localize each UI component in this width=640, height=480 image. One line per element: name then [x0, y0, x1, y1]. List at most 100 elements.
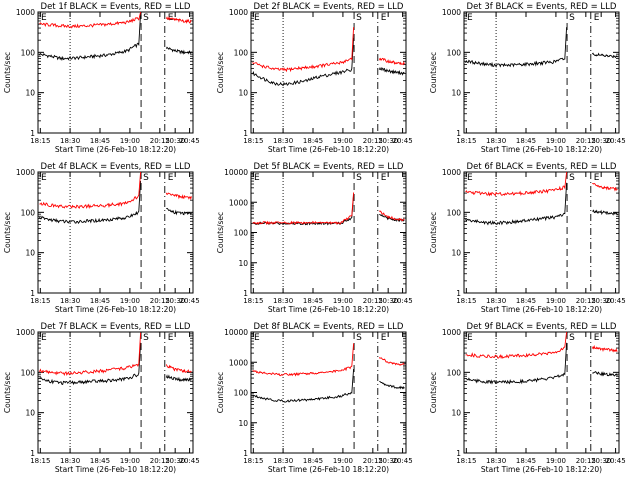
marker-label-s: S: [569, 13, 575, 23]
y-tick-label: 10: [25, 89, 35, 98]
series-line-post: [166, 207, 192, 216]
chart-title: Det 7f BLACK = Events, RED = LLD: [41, 322, 191, 332]
y-tick-label: 100: [234, 48, 249, 57]
x-tick-label: 18:15: [243, 137, 263, 145]
x-tick-label: 18:15: [243, 457, 263, 465]
x-tick-label: 18:45: [516, 137, 536, 145]
chart-panel-3: Det 3f BLACK = Events, RED = LLD 1 10 100 10…: [429, 2, 626, 154]
marker-label-s: S: [143, 13, 149, 23]
y-axis-label: Counts/sec: [429, 372, 438, 413]
y-tick-label: 100: [447, 368, 462, 377]
x-tick-label: 20:15: [363, 297, 383, 305]
chart-panel-5: Det 5f BLACK = Events, RED = LLD 1 10 100 10…: [216, 162, 413, 314]
x-tick-label: 20:45: [605, 297, 625, 305]
marker-label-s: S: [356, 173, 362, 183]
x-tick-label: 18:30: [60, 457, 80, 465]
y-axis-label: Counts/sec: [429, 52, 438, 93]
series-line-post: [592, 209, 618, 216]
marker-label-e: E: [168, 13, 174, 23]
series-line-pre: [252, 192, 355, 226]
x-tick-label: 20:45: [392, 457, 412, 465]
x-tick-label: 18:15: [456, 457, 476, 465]
chart-title: Det 3f BLACK = Events, RED = LLD: [467, 2, 617, 12]
y-axis-label: Counts/sec: [216, 372, 225, 413]
y-tick-label: 1: [456, 289, 461, 298]
plot-frame: [463, 171, 620, 294]
plot-frame: [250, 171, 407, 294]
y-tick-label: 1000: [16, 168, 35, 177]
marker-label-e: E: [467, 13, 473, 23]
x-tick-label: 20:30: [378, 137, 398, 145]
marker-label-e: E: [41, 173, 47, 183]
x-tick-label: 18:45: [303, 457, 323, 465]
x-tick-label: 20:15: [150, 137, 170, 145]
marker-label-e: E: [254, 333, 260, 343]
marker-label-e: E: [254, 13, 260, 23]
x-tick-label: 20:15: [576, 137, 596, 145]
plot-frame: [37, 11, 194, 134]
y-tick-label: 1: [30, 289, 35, 298]
y-tick-label: 1: [243, 129, 248, 138]
x-tick-label: 18:45: [90, 137, 110, 145]
series-line-pre: [252, 37, 355, 87]
y-tick-label: 100: [234, 389, 249, 398]
series-line-pre: [39, 171, 142, 210]
y-tick-label: 1: [456, 129, 461, 138]
series-line-post: [591, 344, 618, 353]
x-tick-label: 20:30: [378, 297, 398, 305]
y-tick-label: 100: [21, 48, 36, 57]
chart-panel-8: Det 8f BLACK = Events, RED = LLD 1 10 100 10…: [216, 322, 413, 474]
series-line-post: [165, 364, 192, 373]
chart-panel-1: Det 1f BLACK = Events, RED = LLD 1 10 100 10…: [3, 2, 200, 154]
marker-label-s: S: [356, 13, 362, 23]
y-tick-label: 1000: [442, 328, 461, 337]
x-tick-label: 18:30: [486, 297, 506, 305]
chart-title: Det 5f BLACK = Events, RED = LLD: [254, 162, 404, 172]
y-tick-label: 1000: [229, 358, 248, 367]
series-line-pre: [39, 11, 142, 29]
x-tick-label: 20:15: [576, 457, 596, 465]
marker-label-s: S: [143, 333, 149, 343]
marker-label-e: E: [594, 13, 600, 23]
x-tick-label: 18:45: [516, 297, 536, 305]
series-line-pre: [252, 368, 355, 403]
series-line-post: [165, 374, 192, 383]
y-tick-label: 10: [451, 89, 461, 98]
x-tick-label: 20:30: [165, 137, 185, 145]
x-tick-label: 20:45: [605, 457, 625, 465]
marker-label-e: E: [41, 13, 47, 23]
x-axis-label: Start Time (26-Feb-10 18:12:20): [268, 465, 389, 474]
y-axis-label: Counts/sec: [216, 52, 225, 93]
y-tick-label: 100: [21, 208, 36, 217]
marker-label-s: S: [569, 333, 575, 343]
plot-frame: [463, 11, 620, 134]
x-tick-label: 18:15: [456, 297, 476, 305]
x-axis-label: Start Time (26-Feb-10 18:12:20): [55, 145, 176, 154]
series-line-pre: [39, 12, 142, 61]
series-line-post: [165, 46, 192, 55]
y-axis-label: Counts/sec: [429, 212, 438, 253]
x-tick-label: 20:45: [605, 137, 625, 145]
series-line-post: [592, 370, 618, 377]
y-tick-label: 100: [234, 229, 249, 238]
series-line-pre: [252, 27, 355, 73]
x-tick-label: 18:45: [516, 457, 536, 465]
chart-title: Det 9f BLACK = Events, RED = LLD: [467, 322, 617, 332]
series-line-post: [165, 16, 192, 24]
y-tick-label: 10: [25, 409, 35, 418]
y-tick-label: 10: [25, 249, 35, 258]
y-tick-label: 1000: [16, 328, 35, 337]
x-tick-label: 19:00: [546, 297, 566, 305]
x-tick-label: 18:30: [273, 297, 293, 305]
x-tick-label: 19:00: [120, 137, 140, 145]
marker-label-e: E: [381, 173, 387, 183]
x-tick-label: 20:30: [378, 457, 398, 465]
x-tick-label: 20:45: [179, 457, 199, 465]
series-line-post: [165, 192, 192, 201]
x-tick-label: 19:00: [333, 457, 353, 465]
chart-title: Det 6f BLACK = Events, RED = LLD: [467, 162, 617, 172]
x-tick-label: 18:15: [30, 457, 50, 465]
marker-label-e: E: [594, 173, 600, 183]
x-axis-label: Start Time (26-Feb-10 18:12:20): [268, 305, 389, 314]
